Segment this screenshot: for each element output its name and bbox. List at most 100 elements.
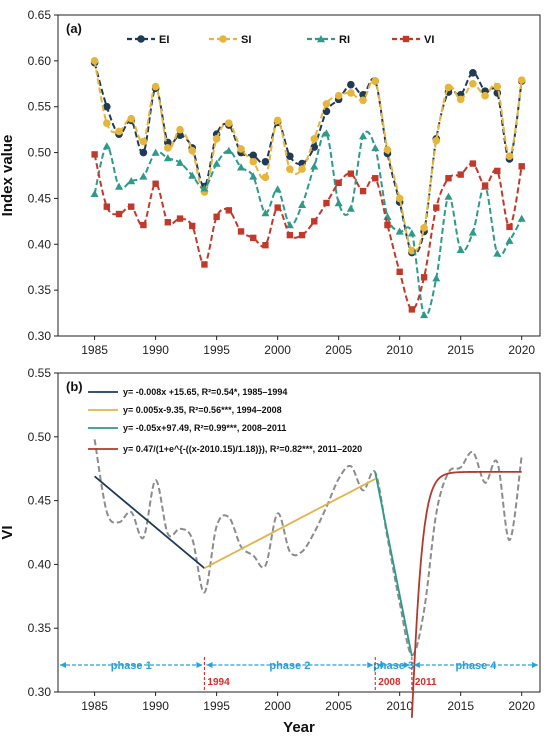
data-point [408,306,416,313]
data-point [359,187,367,195]
data-point [140,221,147,229]
data-point [335,179,342,187]
y-axis-label: Index value [0,135,16,217]
data-point [456,245,465,253]
data-point [200,184,209,192]
data-point [407,229,416,237]
x-tick-label: 2020 [508,343,535,357]
y-tick-label: 0.35 [28,621,52,635]
phase-arrow-head [413,662,420,668]
data-point [432,274,441,282]
vi-line [93,439,523,656]
y-tick-label: 0.50 [28,146,52,160]
x-tick-label: 2000 [264,699,291,713]
data-point [433,204,440,211]
data-point [432,136,441,145]
legend-label: SI [241,34,251,46]
breakpoint-label: 2011 [415,677,437,688]
fit-line-3 [374,472,413,657]
y-tick-label: 0.65 [28,8,52,22]
data-point [127,177,136,185]
data-point [494,167,501,175]
data-point [164,144,172,152]
data-point [310,162,319,170]
data-point [457,171,464,178]
data-point [286,165,294,173]
data-point [139,148,148,157]
data-point [334,199,343,207]
data-point [286,152,294,161]
phase-4: phase 4 [413,660,538,672]
data-point [383,146,392,154]
y-tick-label: 0.55 [28,366,52,380]
x-tick-label: 1985 [81,343,108,357]
data-point [298,165,306,173]
data-point [395,194,404,203]
data-point [237,163,246,171]
data-point [384,221,391,229]
phase-2: phase 2 [206,660,374,672]
data-point [359,132,368,140]
data-point [188,171,197,179]
data-point [311,218,318,225]
data-point [212,135,221,143]
data-point [285,221,294,229]
x-tick-label: 1985 [81,699,108,713]
fit-curve [94,475,206,569]
phase-arrow-head [377,662,384,668]
data-point [225,207,233,214]
data-point [225,119,233,128]
breakpoint-2008: 2008 [374,657,401,692]
y-axis-label: VI [0,525,16,539]
data-point [201,261,208,268]
data-point [90,189,99,198]
legend-marker [317,35,325,43]
data-point [103,102,111,111]
x-tick-label: 2005 [325,699,352,713]
data-point [152,180,159,187]
x-tick-label: 2010 [386,699,413,713]
data-point [444,83,453,92]
y-tick-label: 0.50 [28,430,52,444]
x-tick-label: 2000 [264,343,291,357]
legend-label: RI [339,34,350,46]
panel-b: 1985 1990 1995 2000 2005 2010 2015 2020 0.30 0.35… [0,366,541,736]
data-point [151,148,160,156]
phase-arrow-head [206,662,213,668]
data-point [212,159,221,167]
data-point [274,204,281,211]
fit-line-2 [204,478,376,570]
data-point [115,127,123,136]
data-point [151,82,160,91]
series-si [90,57,526,255]
data-point [91,151,98,158]
data-point [517,76,526,84]
data-point [249,151,258,160]
data-point [103,203,111,210]
data-point [420,223,428,232]
phase-arrow-head [403,662,410,668]
y-tick-label: 0.55 [28,100,52,114]
data-point [176,215,184,222]
y-tick-label: 0.30 [28,685,52,699]
data-point [469,160,477,167]
phase-1: phase 1 [60,660,203,672]
data-point [347,170,355,177]
data-point [128,203,135,210]
legend-label: EI [159,34,169,46]
legend-marker [219,35,227,43]
breakpoint-2011: 2011 [411,657,437,692]
y-tick-label: 0.40 [28,557,52,571]
data-point [481,182,489,189]
data-point [176,158,185,166]
y-tick-label: 0.45 [28,191,52,205]
y-tick-label: 0.40 [28,237,52,251]
fit-line-4 [410,470,522,718]
data-point [505,236,514,244]
phase-arrow-head [532,662,538,668]
fit-legend-item: y= 0.005x-9.35, R²=0.56***, 1994–2008 [88,405,282,415]
data-point [261,173,270,182]
fit-curve [204,478,376,570]
fit-line-1 [94,475,206,569]
data-point [371,143,380,152]
